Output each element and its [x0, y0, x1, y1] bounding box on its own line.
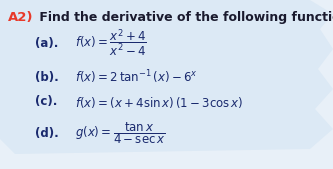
Text: $\mathit{f}(\mathit{x}) = \dfrac{x^2+4}{x^2-4}$: $\mathit{f}(\mathit{x}) = \dfrac{x^2+4}{… — [75, 27, 147, 59]
Text: $\mathit{f}(\mathit{x}) = 2\,\tan^{-1}(x) - 6^{x}$: $\mathit{f}(\mathit{x}) = 2\,\tan^{-1}(x… — [75, 68, 198, 86]
Text: $\mathit{f}(\mathit{x}) = (x + 4\sin x)\,(1 - 3\cos x)$: $\mathit{f}(\mathit{x}) = (x + 4\sin x)\… — [75, 94, 243, 110]
Polygon shape — [0, 0, 333, 154]
Text: Find the derivative of the following functions:: Find the derivative of the following fun… — [35, 11, 333, 24]
Text: (d).: (d). — [35, 127, 59, 139]
Text: $\mathit{g}(\mathit{x}) = \dfrac{\tan x}{4-\sec x}$: $\mathit{g}(\mathit{x}) = \dfrac{\tan x}… — [75, 120, 166, 146]
Text: A2): A2) — [8, 11, 34, 24]
Text: (b).: (b). — [35, 70, 59, 83]
Text: (c).: (c). — [35, 95, 57, 108]
Text: (a).: (a). — [35, 37, 58, 50]
